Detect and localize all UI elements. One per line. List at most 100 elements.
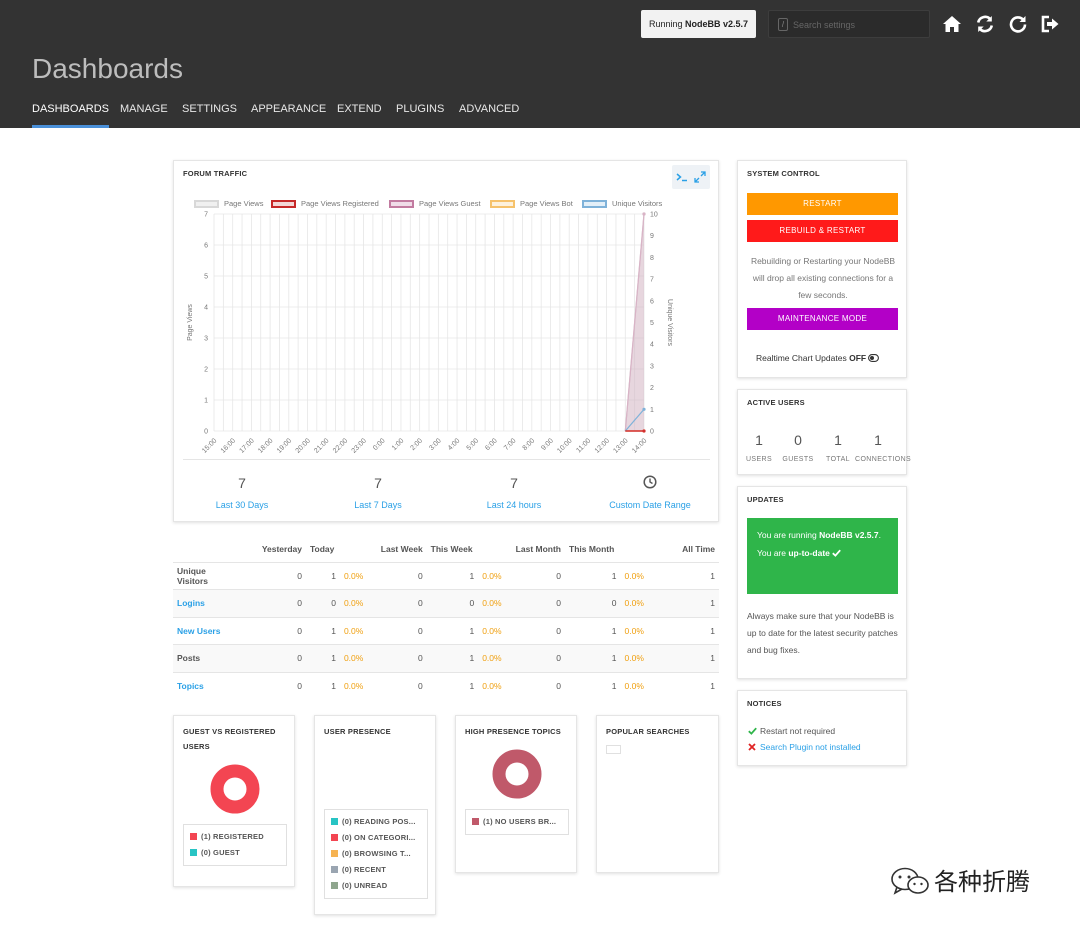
legend-label: (1) NO USERS BR... <box>483 817 557 826</box>
running-version-line: You are running NodeBB v2.5.7. <box>757 526 888 544</box>
legend-swatch <box>331 818 338 825</box>
divider <box>183 459 710 460</box>
tab-plugins[interactable]: PLUGINS <box>396 103 445 115</box>
popular-searches-title: POPULAR SEARCHES <box>606 727 690 736</box>
x-tick-label: 1:00 <box>391 437 406 452</box>
notice-text: Search Plugin not installed <box>760 742 861 752</box>
legend-swatch <box>190 849 197 856</box>
table-cell-pct: 0.0% <box>620 644 648 672</box>
restart-button[interactable]: RESTART <box>747 193 898 215</box>
table-cell: 0 <box>242 644 306 672</box>
home-icon[interactable] <box>942 14 962 34</box>
header-this-week: This Week <box>430 543 473 554</box>
header-cell <box>340 536 367 562</box>
table-cell: 0 <box>242 561 306 590</box>
reload-icon[interactable] <box>1008 14 1028 34</box>
rebuild-restart-button[interactable]: REBUILD & RESTART <box>747 220 898 242</box>
y2-tick-label: 4 <box>650 342 654 349</box>
tab-extend[interactable]: EXTEND <box>337 103 382 115</box>
last-7-days-link[interactable]: Last 7 Days <box>354 500 402 510</box>
expand-icon[interactable] <box>694 171 706 183</box>
legend-label: Page Views <box>224 199 264 208</box>
x-tick-label: 8:00 <box>522 437 537 452</box>
series-area-page-views-guest <box>625 214 644 431</box>
system-control-title: SYSTEM CONTROL <box>747 169 820 178</box>
x-tick-label: 15:00 <box>201 437 218 454</box>
y-axis-title: Page Views <box>187 304 194 341</box>
check-icon <box>748 727 757 735</box>
header-this-month: This Month <box>569 543 615 554</box>
table-cell-pct: 0.0% <box>620 616 648 645</box>
tab-advanced[interactable]: ADVANCED <box>459 103 520 115</box>
x-tick-label: 23:00 <box>351 437 368 454</box>
total-label: TOTAL <box>826 456 850 463</box>
row-label-topics[interactable]: Topics <box>173 671 243 700</box>
donut-segment-registered[interactable] <box>210 764 260 814</box>
table-cell: 1 <box>565 644 621 672</box>
header-last-month: Last Month <box>515 543 561 554</box>
table-cell: 0 <box>242 671 306 700</box>
page-title: Dashboards <box>32 53 183 84</box>
legend-label: (1) REGISTERED <box>201 832 264 841</box>
high-presence-donut[interactable] <box>491 748 543 800</box>
table-cell: 0 <box>505 644 565 672</box>
forum-traffic-title: FORUM TRAFFIC <box>183 169 248 178</box>
maintenance-mode-button[interactable]: MAINTENANCE MODE <box>747 308 898 330</box>
y2-tick-label: 1 <box>650 407 654 414</box>
logout-icon[interactable] <box>1040 14 1060 34</box>
legend-label: Unique Visitors <box>612 199 663 208</box>
toggle-off-icon[interactable] <box>868 354 880 362</box>
table-cell-pct: 0.0% <box>339 561 368 590</box>
row-label-logins[interactable]: Logins <box>173 589 243 617</box>
table-cell-pct: 0.0% <box>478 616 506 645</box>
last-24-hours-link[interactable]: Last 24 hours <box>486 500 542 510</box>
user-presence-panel: USER PRESENCE (0) READING POS... (0) ON … <box>314 715 436 915</box>
donut-segment-no-users[interactable] <box>492 749 542 799</box>
legend-label: (0) RECENT <box>342 865 387 874</box>
user-presence-legend: (0) READING POS... (0) ON CATEGORI... (0… <box>324 809 428 899</box>
check-icon <box>832 549 842 557</box>
table-cell: 0 <box>367 644 427 672</box>
table-cell: 1 <box>426 644 479 672</box>
terminal-icon[interactable] <box>676 171 688 183</box>
tab-manage[interactable]: MANAGE <box>120 103 168 115</box>
tab-settings[interactable]: SETTINGS <box>182 103 238 115</box>
y-tick-label: 7 <box>204 212 208 219</box>
search-input[interactable] <box>793 15 923 35</box>
y2-tick-label: 2 <box>650 385 654 392</box>
realtime-label: Realtime Chart Updates <box>756 353 850 363</box>
updates-panel: UPDATES You are running NodeBB v2.5.7. Y… <box>737 486 907 679</box>
x-tick-label: 7:00 <box>503 437 518 452</box>
refresh-icon[interactable] <box>975 14 995 34</box>
realtime-updates-toggle[interactable]: Realtime Chart Updates OFF <box>756 353 880 363</box>
table-cell-pct: 0.0% <box>339 616 368 645</box>
table-row: Logins 0 0 0.0% 0 0 0.0% 0 0 0.0% 1 <box>173 589 719 617</box>
high-presence-title: HIGH PRESENCE TOPICS <box>465 727 561 736</box>
notice-search-plugin[interactable]: Search Plugin not installed <box>748 742 861 752</box>
custom-date-range-link[interactable]: Custom Date Range <box>609 500 691 510</box>
traffic-chart[interactable]: 0 1 2 3 4 5 6 7 0 1 2 3 4 5 6 7 8 9 10 15:00 16:00 17:00 18:00… <box>174 206 720 461</box>
tab-dashboards[interactable]: DASHBOARDS <box>32 103 110 128</box>
legend-item-recent: (0) RECENT <box>331 862 421 878</box>
x-tick-label: 9:00 <box>540 437 555 452</box>
last-30-days-link[interactable]: Last 30 Days <box>215 500 269 510</box>
header-all-time: All Time <box>682 543 715 554</box>
table-cell: 0 <box>367 561 427 590</box>
table-row: Topics 0 1 0.0% 0 1 0.0% 0 1 0.0% 1 <box>173 671 719 700</box>
settings-search[interactable]: / <box>768 10 930 38</box>
stat-24-hours-value: 7 <box>510 475 518 491</box>
guest-registered-legend: (1) REGISTERED (0) GUEST <box>183 824 287 866</box>
tab-appearance[interactable]: APPEARANCE <box>251 103 327 115</box>
high-presence-legend: (1) NO USERS BR... <box>465 809 569 835</box>
table-cell-pct: 0.0% <box>478 561 506 590</box>
y2-tick-label: 7 <box>650 277 654 284</box>
table-row: Posts 0 1 0.0% 0 1 0.0% 0 1 0.0% 1 <box>173 644 719 672</box>
table-cell-pct: 0.0% <box>478 589 506 617</box>
guest-registered-donut[interactable] <box>209 763 261 815</box>
version-name: NodeBB v2.5.7 <box>685 19 749 29</box>
table-cell-pct: 0.0% <box>478 644 506 672</box>
row-label-new-users[interactable]: New Users <box>173 616 243 645</box>
legend-item-browsing: (0) BROWSING T... <box>331 846 421 862</box>
guest-vs-registered-title: GUEST VS REGISTERED USERS <box>183 727 276 751</box>
chart-tools <box>672 165 710 189</box>
